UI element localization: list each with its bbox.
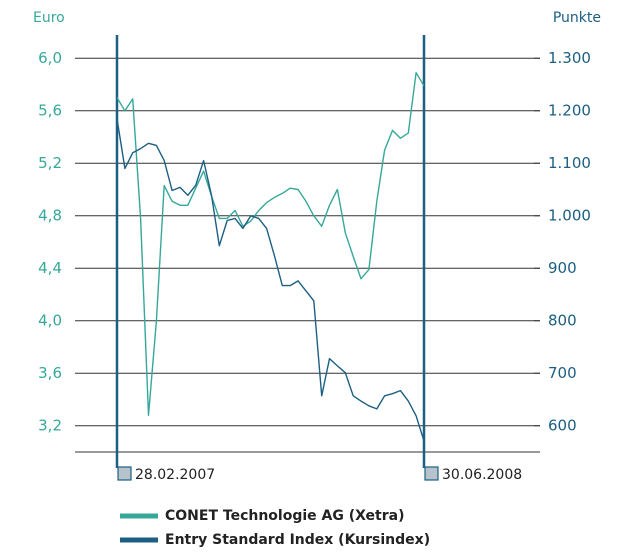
y2-tick-label: 1.300 (548, 49, 591, 67)
y2-tick-label: 600 (548, 416, 577, 434)
y-tick-label: 3,6 (38, 364, 62, 382)
y2-axis-label: Punkte (553, 10, 601, 26)
event-label: 30.06.2008 (442, 467, 522, 483)
y2-tick-label: 900 (548, 259, 577, 277)
y2-tick-label: 700 (548, 364, 577, 382)
y-tick-label: 4,4 (38, 259, 62, 277)
legend-label: Entry Standard Index (Kursindex) (165, 532, 430, 548)
y-axis-label: Euro (33, 10, 65, 26)
y2-tick-label: 1.200 (548, 101, 591, 119)
y2-tick-label: 1.100 (548, 154, 591, 172)
series-line (116, 72, 425, 416)
y2-tick-label: 800 (548, 311, 577, 329)
y-tick-label: 5,2 (38, 154, 62, 172)
event-box (117, 466, 132, 481)
y-tick-label: 3,2 (38, 416, 62, 434)
y-tick-label: 4,0 (38, 311, 62, 329)
y-tick-label: 6,0 (38, 49, 62, 67)
legend-label: CONET Technologie AG (Xetra) (165, 508, 404, 524)
y2-tick-label: 1.000 (548, 206, 591, 224)
event-box (424, 466, 439, 481)
series-line (116, 118, 425, 442)
y-tick-label: 4,8 (38, 206, 62, 224)
y-tick-label: 5,6 (38, 101, 62, 119)
event-label: 28.02.2007 (135, 467, 215, 483)
